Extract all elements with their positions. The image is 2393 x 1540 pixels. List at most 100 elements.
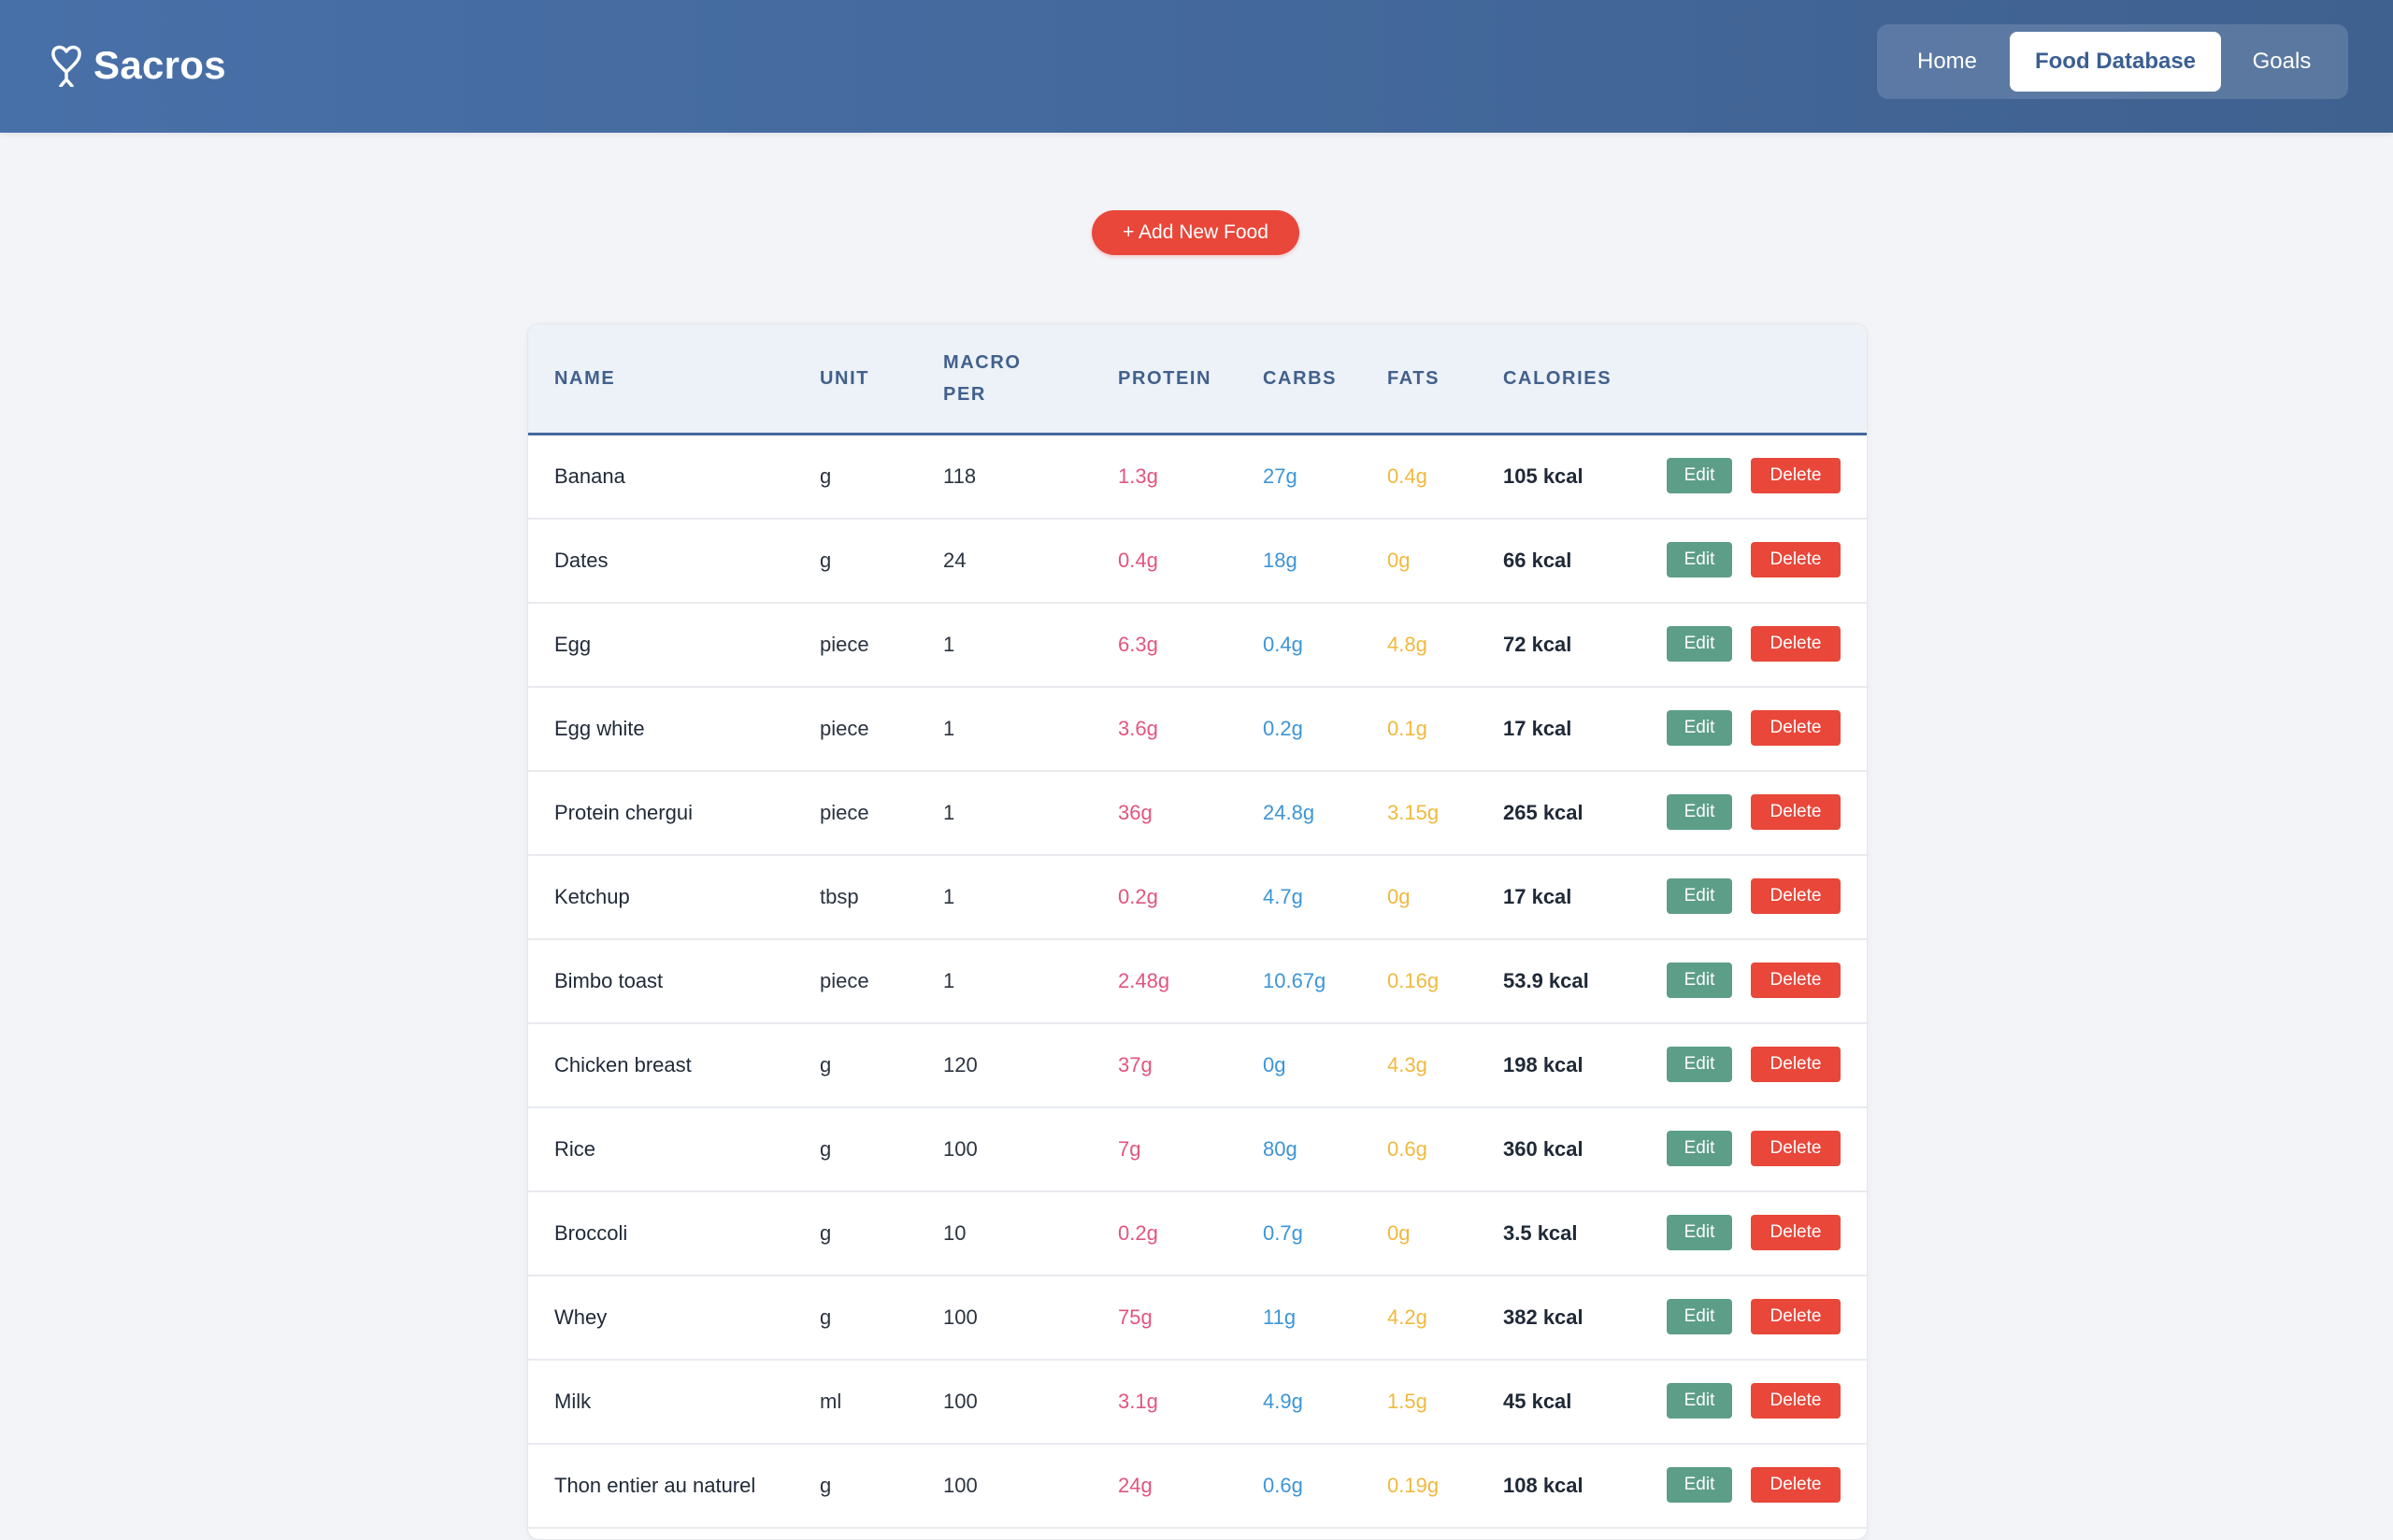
heart-pin-icon [51,45,81,87]
table-row: Dates g 24 0.4g 18g 0g 66 kcal Edit Delete [528,520,1867,604]
nav-goals[interactable]: Goals [2252,49,2312,74]
delete-button[interactable]: Delete [1751,1047,1841,1082]
food-macro-per: 100 [943,1137,978,1161]
edit-button[interactable]: Edit [1667,626,1732,662]
food-fats: 4.2g [1387,1305,1427,1329]
food-fats: 4.3g [1387,1053,1427,1077]
edit-button[interactable]: Edit [1667,1215,1732,1250]
food-macro-per: 24 [943,549,967,572]
food-name: Banana [554,464,625,488]
food-unit: tbsp [820,885,859,908]
delete-button[interactable]: Delete [1751,794,1841,830]
food-name: Broccoli [554,1221,628,1245]
table-row: Chicken breast g 120 37g 0g 4.3g 198 kcal Edit D… [528,1024,1867,1108]
food-calories: 53.9 kcal [1503,969,1589,992]
food-calories: 45 kcal [1503,1390,1572,1413]
food-fats: 0g [1387,549,1411,572]
food-macro-per: 100 [943,1474,978,1497]
food-unit: g [820,1137,832,1161]
table-row: Protein chergui piece 1 36g 24.8g 3.15g 265 kc… [528,772,1867,856]
add-new-food-button[interactable]: + Add New Food [1092,210,1299,255]
edit-button[interactable]: Edit [1667,1299,1732,1334]
food-protein: 1.3g [1118,464,1158,488]
food-macro-per: 118 [943,464,977,488]
column-header-protein: PROTEIN [1118,368,1212,389]
food-unit: piece [820,633,869,656]
food-protein: 0.4g [1118,549,1158,572]
edit-button[interactable]: Edit [1667,1383,1732,1419]
food-calories: 3.5 kcal [1503,1221,1578,1245]
table-row: Thon entier au naturel g 100 24g 0.6g 0.19g 10… [528,1445,1867,1529]
delete-button[interactable]: Delete [1751,962,1841,998]
food-protein: 2.48g [1118,969,1170,992]
edit-button[interactable]: Edit [1667,458,1732,493]
food-table: NAME UNIT MACRO PER PROTEIN CARBS FATS C… [527,323,1868,1540]
column-header-calories: CALORIES [1503,368,1612,389]
food-unit: g [820,1305,832,1329]
delete-button[interactable]: Delete [1751,1383,1841,1419]
edit-button[interactable]: Edit [1667,794,1732,830]
delete-button[interactable]: Delete [1751,878,1841,914]
food-macro-per: 1 [943,885,955,908]
food-calories: 382 kcal [1503,1305,1583,1329]
food-fats: 0g [1387,885,1411,908]
delete-button[interactable]: Delete [1751,1467,1841,1503]
brand-name: Sacros [93,43,226,87]
delete-button[interactable]: Delete [1751,710,1841,746]
edit-button[interactable]: Edit [1667,878,1732,914]
main-nav: Home Food Database Goals [1877,24,2348,99]
food-unit: piece [820,969,869,992]
nav-food-database[interactable]: Food Database [2010,32,2221,92]
food-macro-per: 1 [943,801,955,824]
food-name: Bimbo toast [554,969,664,992]
food-name: Protein chergui [554,801,693,824]
food-calories: 66 kcal [1503,549,1572,572]
food-carbs: 0.4g [1263,633,1303,656]
edit-button[interactable]: Edit [1667,1047,1732,1082]
food-calories: 17 kcal [1503,717,1572,740]
food-name: Egg white [554,717,645,740]
table-row: Broccoli g 10 0.2g 0.7g 0g 3.5 kcal Edit Delete [528,1192,1867,1276]
edit-button[interactable]: Edit [1667,710,1732,746]
table-row: Whey g 100 75g 11g 4.2g 382 kcal Edit Delete [528,1276,1867,1361]
food-fats: 4.8g [1387,633,1427,656]
edit-button[interactable]: Edit [1667,1131,1732,1166]
table-row: Rice g 100 7g 80g 0.6g 360 kcal Edit Delete [528,1108,1867,1192]
food-protein: 75g [1118,1305,1153,1329]
column-header-macro-per: MACRO PER [943,352,1022,405]
column-header-fats: FATS [1387,368,1440,389]
delete-button[interactable]: Delete [1751,1215,1841,1250]
food-fats: 0g [1387,1221,1411,1245]
delete-button[interactable]: Delete [1751,1299,1841,1334]
column-header-name: NAME [554,368,616,389]
edit-button[interactable]: Edit [1667,962,1732,998]
food-unit: g [820,1053,832,1077]
food-name: Thon entier au naturel [554,1474,756,1497]
delete-button[interactable]: Delete [1751,458,1841,493]
food-fats: 0.19g [1387,1474,1440,1497]
food-unit: g [820,464,832,488]
edit-button[interactable]: Edit [1667,1467,1732,1503]
food-fats: 0.6g [1387,1137,1427,1161]
food-calories: 72 kcal [1503,633,1572,656]
food-carbs: 0.2g [1263,717,1303,740]
food-carbs: 4.9g [1263,1390,1303,1413]
food-unit: piece [820,717,869,740]
delete-button[interactable]: Delete [1751,542,1841,578]
food-unit: g [820,549,832,572]
food-carbs: 27g [1263,464,1297,488]
food-fats: 0.4g [1387,464,1427,488]
food-protein: 37g [1118,1053,1153,1077]
food-calories: 105 kcal [1503,464,1583,488]
food-protein: 7g [1118,1137,1141,1161]
food-fats: 1.5g [1387,1390,1427,1413]
delete-button[interactable]: Delete [1751,626,1841,662]
table-row: Banana g 118 1.3g 27g 0.4g 105 kcal Edit Delete [528,435,1867,520]
nav-home[interactable]: Home [1916,49,1978,74]
edit-button[interactable]: Edit [1667,542,1732,578]
delete-button[interactable]: Delete [1751,1131,1841,1166]
food-protein: 3.1g [1118,1390,1158,1413]
brand[interactable]: Sacros [50,41,226,90]
food-carbs: 0.7g [1263,1221,1303,1245]
food-calories: 17 kcal [1503,885,1572,908]
